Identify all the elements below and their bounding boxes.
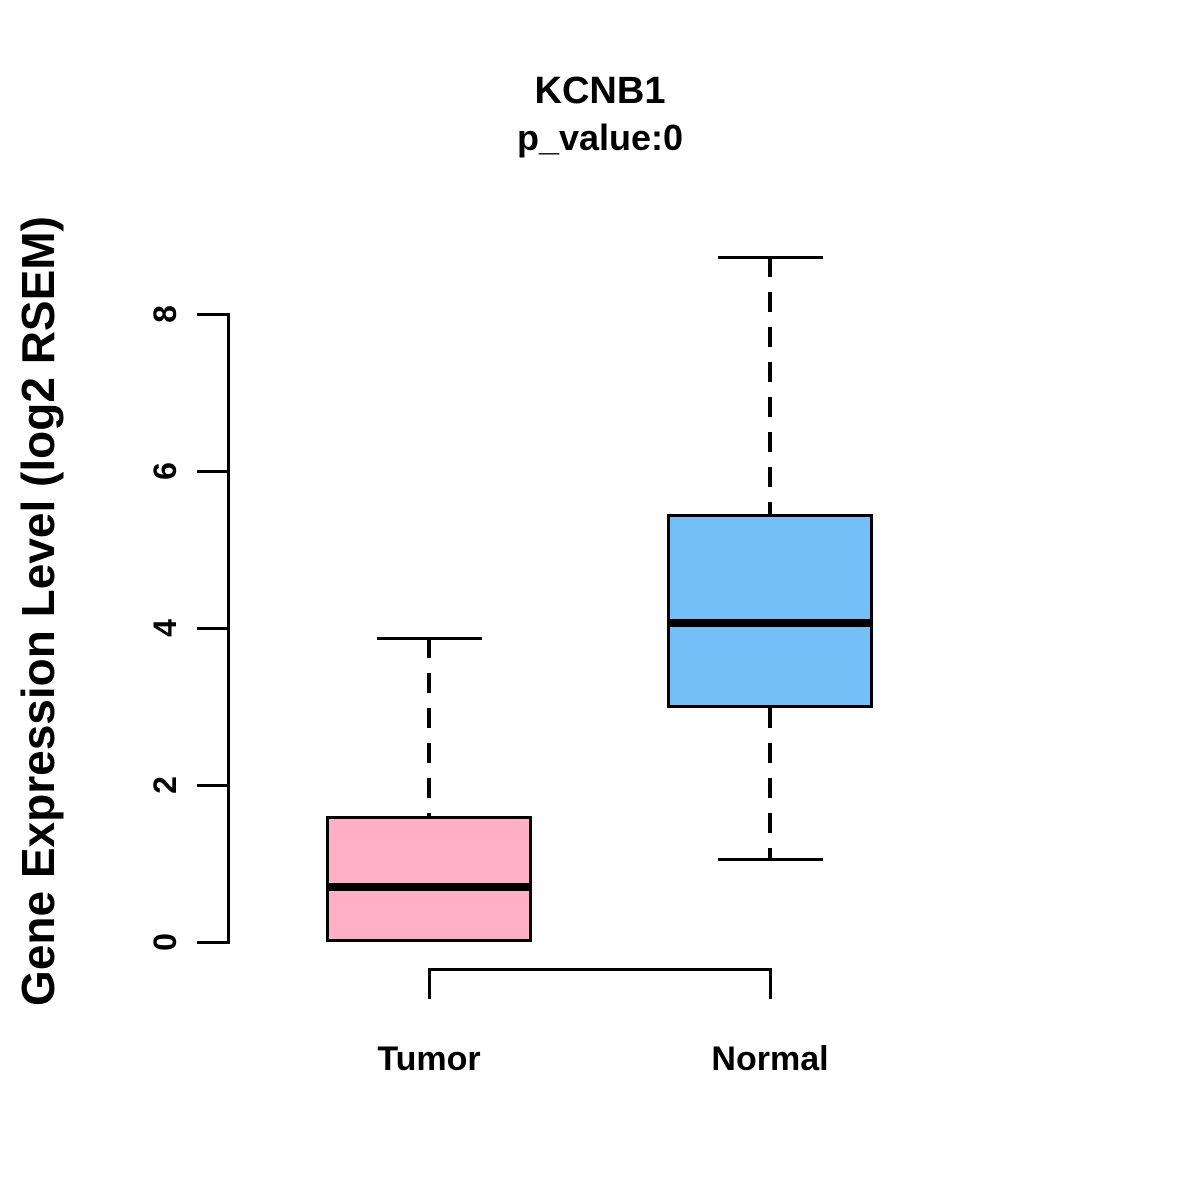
whisker-cap-lower-normal (717, 858, 823, 862)
box-normal (667, 514, 873, 709)
y-axis-tick (197, 940, 227, 944)
whisker-cap-upper-normal (717, 255, 823, 259)
median-line-tumor (326, 883, 532, 892)
box-tumor (326, 816, 532, 942)
x-category-label-tumor: Tumor (377, 1040, 481, 1078)
y-axis-tick (197, 626, 227, 630)
whisker-lower-normal (768, 708, 772, 860)
x-category-label-normal: Normal (711, 1040, 829, 1078)
chart-title: KCNB1 (534, 70, 666, 112)
significance-bracket-leg-left (427, 967, 431, 999)
y-tick-label: 8 (147, 305, 183, 323)
y-tick-label: 0 (147, 933, 183, 951)
y-axis-title: Gene Expression Level (log2 RSEM) (12, 216, 64, 1006)
y-tick-label: 4 (147, 619, 183, 637)
y-tick-label: 2 (147, 776, 183, 794)
y-axis-tick (197, 783, 227, 787)
significance-bracket-leg-right (768, 967, 772, 999)
whisker-upper-normal (768, 257, 772, 515)
y-axis-tick (197, 469, 227, 473)
chart-subtitle: p_value:0 (516, 117, 684, 158)
y-tick-label: 6 (147, 462, 183, 480)
y-axis-tick (197, 312, 227, 316)
significance-bracket-top (427, 967, 772, 971)
median-line-normal (667, 619, 873, 628)
whisker-cap-upper-tumor (376, 636, 482, 640)
y-axis-line (227, 312, 230, 944)
whisker-upper-tumor (427, 638, 431, 817)
